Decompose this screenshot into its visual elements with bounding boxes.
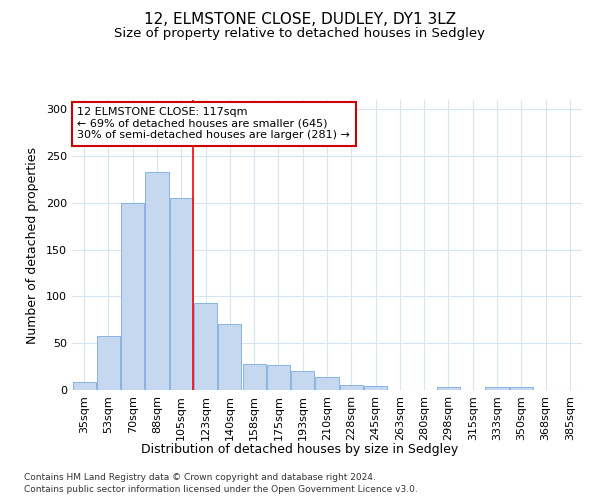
Bar	[194, 303, 217, 390]
Bar	[437, 387, 460, 390]
Bar	[316, 377, 338, 390]
Text: Size of property relative to detached houses in Sedgley: Size of property relative to detached ho…	[115, 28, 485, 40]
Bar	[340, 386, 363, 390]
Bar	[97, 336, 120, 390]
Bar	[170, 198, 193, 390]
Text: 12, ELMSTONE CLOSE, DUDLEY, DY1 3LZ: 12, ELMSTONE CLOSE, DUDLEY, DY1 3LZ	[144, 12, 456, 28]
Y-axis label: Number of detached properties: Number of detached properties	[26, 146, 39, 344]
Text: Distribution of detached houses by size in Sedgley: Distribution of detached houses by size …	[142, 442, 458, 456]
Bar	[510, 387, 533, 390]
Bar	[291, 372, 314, 390]
Bar	[121, 203, 144, 390]
Text: 12 ELMSTONE CLOSE: 117sqm
← 69% of detached houses are smaller (645)
30% of semi: 12 ELMSTONE CLOSE: 117sqm ← 69% of detac…	[77, 108, 350, 140]
Text: Contains public sector information licensed under the Open Government Licence v3: Contains public sector information licen…	[24, 485, 418, 494]
Bar	[145, 172, 169, 390]
Bar	[218, 324, 241, 390]
Text: Contains HM Land Registry data © Crown copyright and database right 2024.: Contains HM Land Registry data © Crown c…	[24, 472, 376, 482]
Bar	[364, 386, 387, 390]
Bar	[73, 382, 95, 390]
Bar	[267, 364, 290, 390]
Bar	[242, 364, 266, 390]
Bar	[485, 387, 509, 390]
